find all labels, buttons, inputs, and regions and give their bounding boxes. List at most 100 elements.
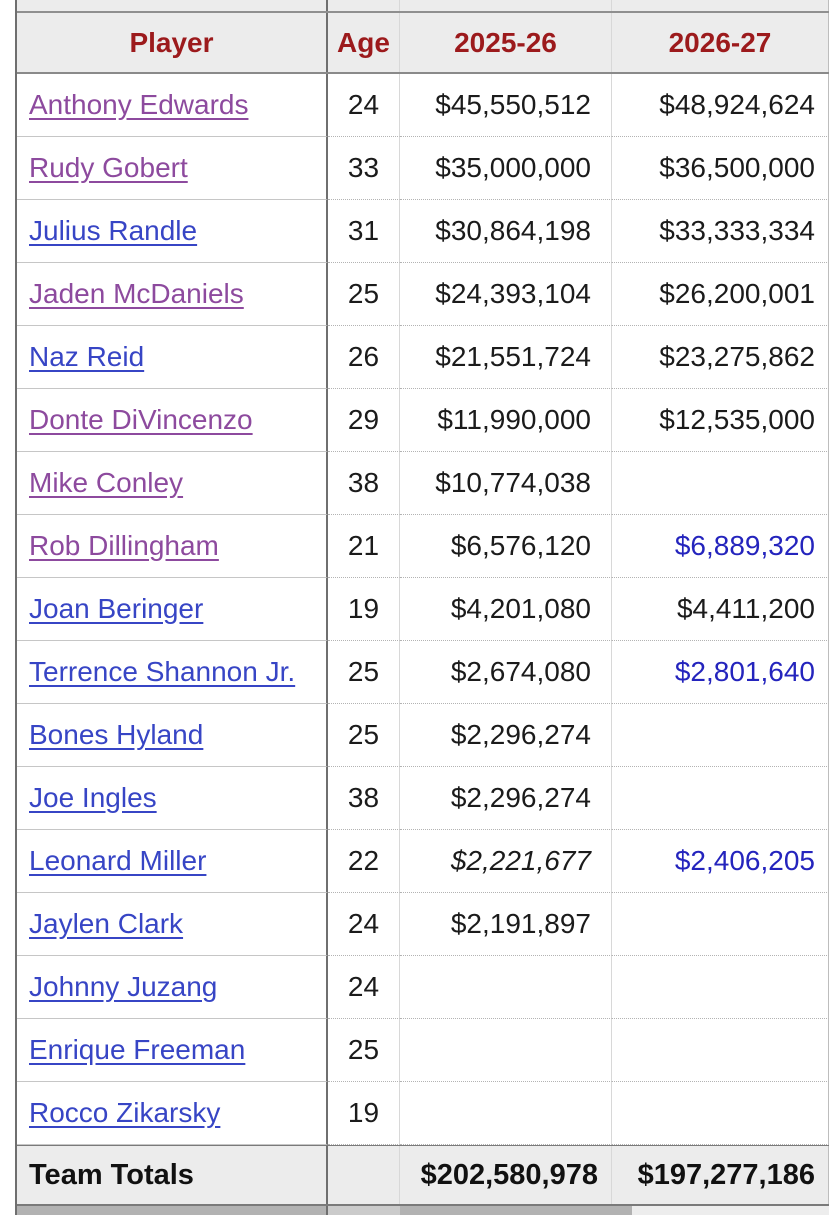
salary-2025-26-cell: $2,296,274	[400, 704, 612, 767]
salary-2025-26-cell: $30,864,198	[400, 200, 612, 263]
team-totals-2025-26: $202,580,978	[400, 1146, 612, 1204]
player-cell: Bones Hyland	[17, 704, 328, 767]
salary-2025-26-cell: $2,191,897	[400, 893, 612, 956]
salary-2026-27-cell	[612, 704, 829, 767]
table-row: Terrence Shannon Jr. 25 $2,674,080 $2,801,6…	[17, 641, 829, 704]
salary-table: Player Age 2025-26 2026-27 Anthony Edwar…	[15, 0, 829, 1215]
salary-2026-27-cell	[612, 956, 829, 1019]
table-row: Anthony Edwards 24 $45,550,512 $48,924,624	[17, 74, 829, 137]
player-link[interactable]: Johnny Juzang	[29, 971, 218, 1002]
table-row: Bones Hyland 25 $2,296,274	[17, 704, 829, 767]
clipped-top-cell	[17, 0, 328, 11]
column-header-age[interactable]: Age	[328, 13, 400, 72]
age-cell: 19	[328, 1082, 400, 1145]
table-row: Johnny Juzang 24	[17, 956, 829, 1019]
age-cell: 24	[328, 74, 400, 137]
age-cell: 31	[328, 200, 400, 263]
age-cell: 29	[328, 389, 400, 452]
player-link[interactable]: Anthony Edwards	[29, 89, 249, 120]
column-header-2026-27[interactable]: 2026-27	[612, 13, 829, 72]
salary-2026-27-cell	[612, 767, 829, 830]
player-link[interactable]: Leonard Miller	[29, 845, 207, 876]
age-cell: 21	[328, 515, 400, 578]
horizontal-scrollbar-track[interactable]	[632, 1206, 829, 1215]
age-cell: 24	[328, 956, 400, 1019]
clipped-top-cell	[612, 0, 829, 11]
player-link[interactable]: Joan Beringer	[29, 593, 204, 624]
salary-2025-26-cell: $4,201,080	[400, 578, 612, 641]
age-cell: 24	[328, 893, 400, 956]
salary-2025-26-cell: $24,393,104	[400, 263, 612, 326]
player-cell: Jaden McDaniels	[17, 263, 328, 326]
table-row: Jaden McDaniels 25 $24,393,104 $26,200,001	[17, 263, 829, 326]
age-cell: 25	[328, 704, 400, 767]
player-link[interactable]: Terrence Shannon Jr.	[29, 656, 296, 687]
player-cell: Leonard Miller	[17, 830, 328, 893]
age-cell: 22	[328, 830, 400, 893]
clipped-top-cell	[328, 0, 400, 11]
player-cell: Terrence Shannon Jr.	[17, 641, 328, 704]
table-row: Naz Reid 26 $21,551,724 $23,275,862	[17, 326, 829, 389]
player-cell: Jaylen Clark	[17, 893, 328, 956]
player-link[interactable]: Julius Randle	[29, 215, 198, 246]
player-cell: Rob Dillingham	[17, 515, 328, 578]
salary-2025-26-cell: $21,551,724	[400, 326, 612, 389]
horizontal-scrollbar-thumb[interactable]	[17, 1206, 328, 1215]
table-row: Jaylen Clark 24 $2,191,897	[17, 893, 829, 956]
salary-2026-27-cell: $48,924,624	[612, 74, 829, 137]
team-totals-2026-27: $197,277,186	[612, 1146, 829, 1204]
salary-2026-27-cell: $36,500,000	[612, 137, 829, 200]
player-link[interactable]: Jaden McDaniels	[29, 278, 244, 309]
salary-2025-26-cell: $2,674,080	[400, 641, 612, 704]
table-row: Rob Dillingham 21 $6,576,120 $6,889,320	[17, 515, 829, 578]
salary-2025-26-cell: $45,550,512	[400, 74, 612, 137]
age-cell: 25	[328, 263, 400, 326]
salary-2025-26-cell: $10,774,038	[400, 452, 612, 515]
salary-2026-27-cell: $4,411,200	[612, 578, 829, 641]
player-link[interactable]: Naz Reid	[29, 341, 145, 372]
player-link[interactable]: Jaylen Clark	[29, 908, 184, 939]
horizontal-scrollbar	[17, 1206, 829, 1215]
team-totals-row: Team Totals $202,580,978 $197,277,186	[17, 1145, 829, 1206]
player-cell: Joan Beringer	[17, 578, 328, 641]
salary-2026-27-cell	[612, 1082, 829, 1145]
clipped-top-row	[17, 0, 829, 13]
team-totals-age-cell	[328, 1146, 400, 1204]
player-link[interactable]: Joe Ingles	[29, 782, 157, 813]
player-link[interactable]: Enrique Freeman	[29, 1034, 246, 1065]
column-header-player[interactable]: Player	[17, 13, 328, 72]
age-cell: 25	[328, 1019, 400, 1082]
salary-2026-27-cell: $23,275,862	[612, 326, 829, 389]
player-cell: Naz Reid	[17, 326, 328, 389]
horizontal-scrollbar-track[interactable]	[328, 1206, 400, 1215]
horizontal-scrollbar-thumb[interactable]	[400, 1206, 632, 1215]
player-link[interactable]: Rob Dillingham	[29, 530, 219, 561]
table-row: Leonard Miller 22 $2,221,677 $2,406,205	[17, 830, 829, 893]
player-cell: Julius Randle	[17, 200, 328, 263]
column-header-2025-26[interactable]: 2025-26	[400, 13, 612, 72]
salary-2026-27-cell	[612, 1019, 829, 1082]
salary-2025-26-cell	[400, 1082, 612, 1145]
table-body: Anthony Edwards 24 $45,550,512 $48,924,624 R…	[17, 74, 829, 1145]
team-totals-label: Team Totals	[17, 1146, 328, 1204]
table-header-row: Player Age 2025-26 2026-27	[17, 13, 829, 74]
salary-2026-27-cell: $12,535,000	[612, 389, 829, 452]
player-link[interactable]: Bones Hyland	[29, 719, 204, 750]
clipped-top-cell	[400, 0, 612, 11]
age-cell: 38	[328, 767, 400, 830]
salary-2026-27-cell: $33,333,334	[612, 200, 829, 263]
player-link[interactable]: Donte DiVincenzo	[29, 404, 253, 435]
salary-2025-26-cell: $6,576,120	[400, 515, 612, 578]
salary-2026-27-cell	[612, 452, 829, 515]
player-link[interactable]: Mike Conley	[29, 467, 184, 498]
table-row: Rudy Gobert 33 $35,000,000 $36,500,000	[17, 137, 829, 200]
salary-2026-27-cell: $6,889,320	[612, 515, 829, 578]
salary-2025-26-cell: $11,990,000	[400, 389, 612, 452]
player-link[interactable]: Rocco Zikarsky	[29, 1097, 221, 1128]
salary-2025-26-cell: $2,296,274	[400, 767, 612, 830]
table-row: Joan Beringer 19 $4,201,080 $4,411,200	[17, 578, 829, 641]
player-link[interactable]: Rudy Gobert	[29, 152, 188, 183]
player-cell: Rocco Zikarsky	[17, 1082, 328, 1145]
salary-2025-26-cell: $2,221,677	[400, 830, 612, 893]
age-cell: 33	[328, 137, 400, 200]
